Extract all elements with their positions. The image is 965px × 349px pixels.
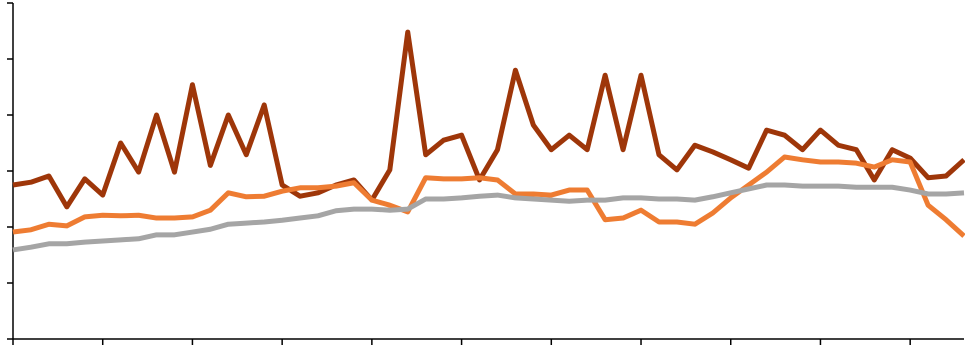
line-series: [12, 154, 965, 238]
line-series: [12, 29, 965, 210]
line-series: [12, 182, 965, 253]
